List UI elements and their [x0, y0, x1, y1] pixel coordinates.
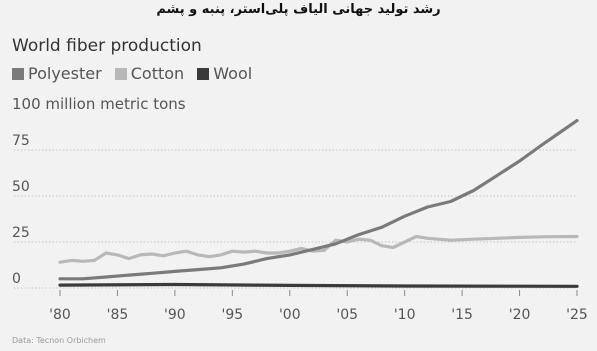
chart-title: World fiber production	[12, 36, 202, 56]
unit-label: 100 million metric tons	[12, 95, 186, 113]
x-tick-label-2025: '25	[566, 307, 588, 323]
legend-swatch-wool	[197, 68, 210, 80]
x-tick-label-1990: '90	[164, 307, 186, 323]
y-tick-label-75: 75	[12, 133, 30, 149]
x-tick-label-2010: '10	[394, 307, 416, 323]
series-line-polyester	[58, 118, 579, 281]
legend-label-polyester: Polyester	[28, 64, 102, 83]
series-line-cotton	[58, 234, 579, 264]
y-tick-label-50: 50	[12, 179, 30, 195]
y-tick-label-25: 25	[12, 225, 30, 241]
x-tick-label-1985: '85	[107, 307, 129, 323]
legend-label-cotton: Cotton	[130, 64, 185, 83]
persian-caption: رشد تولید جهانی الیاف پلی‌استر، پنبه و پ…	[156, 2, 441, 17]
y-tick-label-0: 0	[12, 271, 21, 287]
x-tick-label-2005: '05	[336, 307, 358, 323]
x-tick-label-2000: '00	[279, 307, 301, 323]
legend-item-wool: Wool	[197, 64, 252, 83]
x-tick-label-2015: '15	[451, 307, 473, 323]
legend-swatch-cotton	[114, 68, 127, 80]
source-note: Data: Tecnon Orbichem	[12, 336, 106, 345]
x-tick-label-1995: '95	[221, 307, 243, 323]
legend: Polyester Cotton Wool	[12, 64, 260, 83]
legend-item-cotton: Cotton	[114, 64, 185, 83]
legend-label-wool: Wool	[213, 64, 253, 83]
x-tick-label-1980: '80	[49, 307, 71, 323]
legend-swatch-polyester	[12, 68, 24, 80]
series-line-wool	[58, 282, 579, 288]
x-tick-label-2020: '20	[509, 307, 531, 323]
legend-item-polyester: Polyester	[12, 64, 102, 83]
